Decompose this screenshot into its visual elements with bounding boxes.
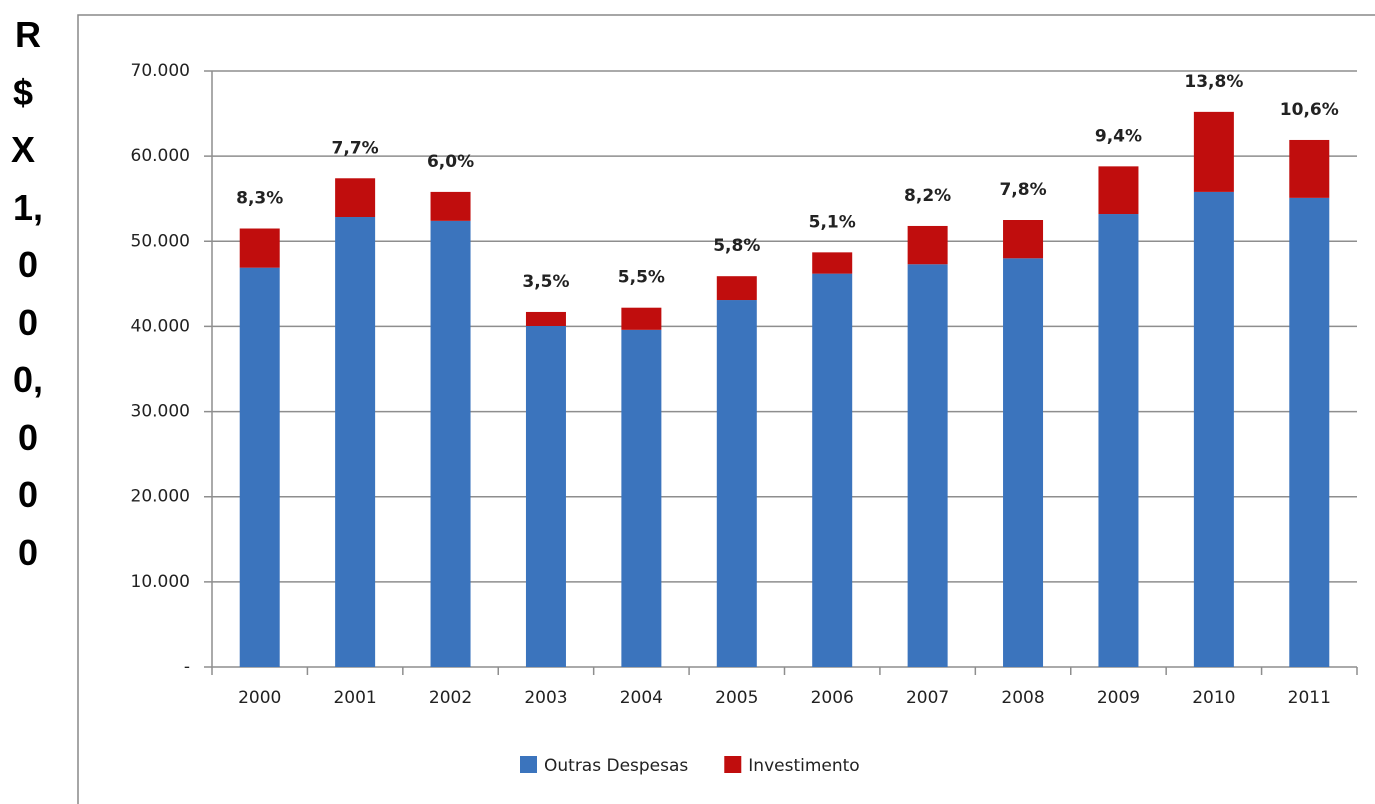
bar-segment (1289, 139, 1330, 198)
x-tick-label: 2009 (1097, 688, 1140, 708)
x-tick-label: 2000 (238, 688, 281, 708)
x-tick-label: 2001 (333, 688, 376, 708)
legend-swatch (520, 756, 537, 773)
percent-label: 5,1% (809, 212, 856, 232)
bar-segment (1003, 220, 1044, 259)
percent-label: 3,5% (522, 272, 569, 292)
bar-segment (525, 311, 566, 327)
bar-segment (621, 307, 662, 330)
legend-label: Investimento (748, 756, 859, 776)
percent-label: 13,8% (1184, 72, 1243, 92)
percent-label: 8,2% (904, 186, 951, 206)
percent-label: 5,8% (713, 236, 760, 256)
y-axis-label: R$ X 1,000,000 (10, 14, 45, 573)
legend-swatch (724, 756, 742, 773)
bar-segment (812, 273, 853, 667)
percent-label: 8,3% (236, 189, 283, 209)
y-tick-label: 40.000 (131, 316, 190, 336)
y-tick-label: 50.000 (131, 231, 190, 251)
bar-segment (430, 220, 471, 667)
bar-segment (1193, 191, 1234, 667)
bar-segment (335, 217, 376, 667)
y-tick-label: - (184, 657, 190, 677)
percent-label: 7,7% (332, 138, 379, 158)
percent-label: 5,5% (618, 268, 665, 288)
legend-label: Outras Despesas (544, 756, 688, 776)
y-tick-label: 10.000 (131, 572, 190, 592)
percent-label: 9,4% (1095, 126, 1142, 146)
bar-segment (525, 326, 566, 667)
x-tick-label: 2007 (906, 688, 949, 708)
bar-segment (1098, 214, 1139, 668)
x-tick-label: 2006 (811, 688, 854, 708)
bar-segment (716, 276, 757, 301)
bar-segment (812, 252, 853, 274)
bar-segment (239, 228, 280, 268)
x-tick-label: 2011 (1288, 688, 1331, 708)
percent-label: 7,8% (999, 180, 1046, 200)
bar-segment (621, 329, 662, 667)
bar-segment (907, 225, 948, 265)
x-tick-label: 2003 (524, 688, 567, 708)
y-tick-label: 30.000 (131, 402, 190, 422)
chart-frame (77, 14, 1375, 804)
x-tick-label: 2002 (429, 688, 472, 708)
bar-segment (335, 178, 376, 218)
x-tick-label: 2010 (1192, 688, 1235, 708)
x-tick-label: 2005 (715, 688, 758, 708)
bar-segment (1289, 197, 1330, 667)
y-tick-label: 70.000 (131, 61, 190, 81)
percent-label: 10,6% (1280, 100, 1339, 120)
x-tick-label: 2008 (1001, 688, 1044, 708)
percent-label: 6,0% (427, 152, 474, 172)
x-tick-label: 2004 (620, 688, 663, 708)
bar-segment (430, 191, 471, 221)
bar-segment (1193, 111, 1234, 192)
bar-segment (1003, 258, 1044, 667)
bar-segment (239, 267, 280, 667)
y-tick-label: 20.000 (131, 487, 190, 507)
bar-segment (907, 264, 948, 667)
bar-segment (716, 300, 757, 667)
bar-segment (1098, 166, 1139, 215)
y-tick-label: 60.000 (131, 146, 190, 166)
